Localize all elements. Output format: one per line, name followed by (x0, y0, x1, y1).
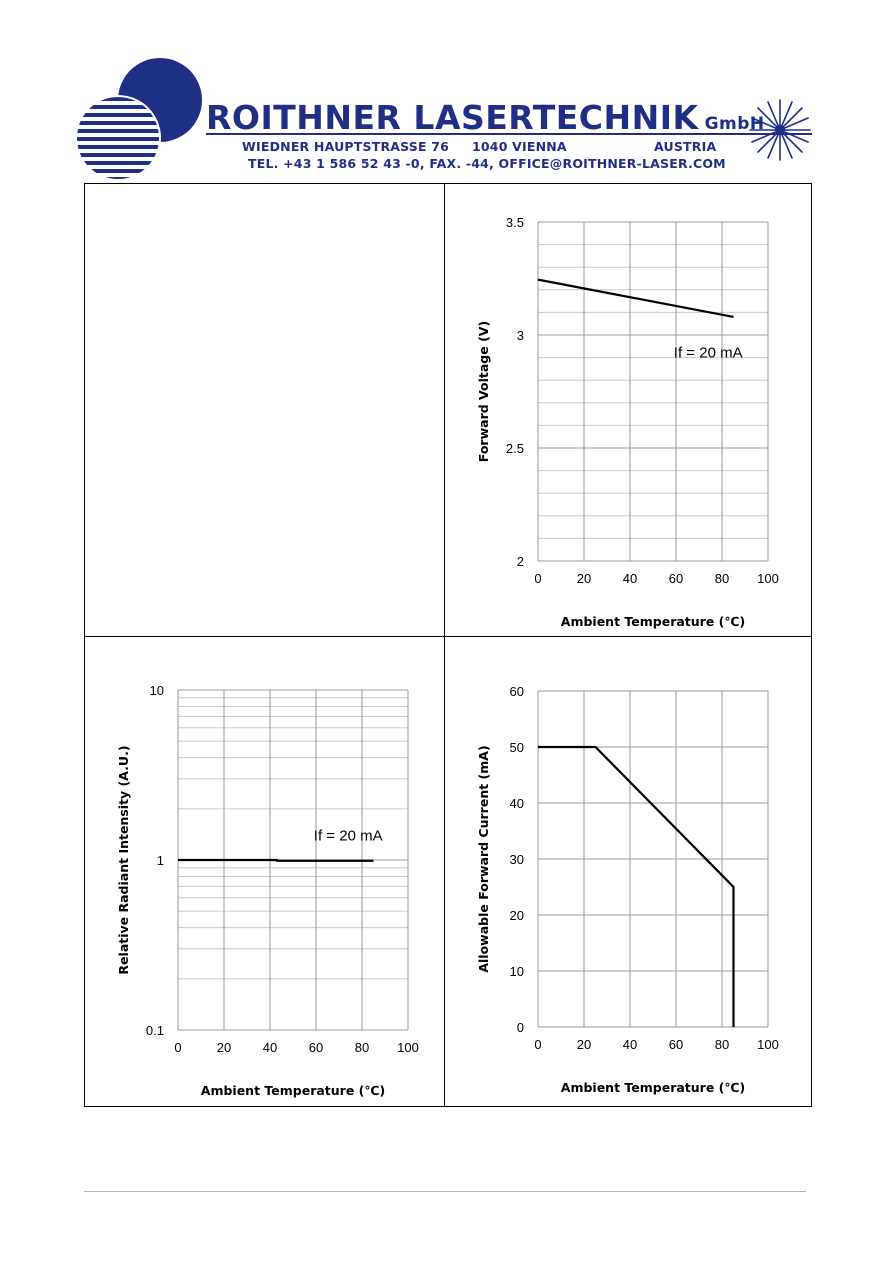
address-city: 1040 VIENNA (472, 139, 567, 154)
contact-line: TEL. +43 1 586 52 43 -0, FAX. -44, OFFIC… (248, 156, 726, 171)
company-logo-icon (76, 58, 202, 181)
address-country: AUSTRIA (654, 139, 717, 154)
panel-divider-horizontal (84, 636, 812, 637)
footer-rule (84, 1191, 806, 1192)
address-street: WIEDNER HAUPTSTRASSE 76 (242, 139, 450, 154)
company-suffix: GmbH (704, 114, 765, 134)
panel-divider-vertical (444, 183, 445, 1107)
chart-panel-frame (84, 183, 812, 1107)
laser-star-icon (749, 99, 811, 161)
company-header: ROITHNER LASERTECHNIK GmbH WIEDNER HAUPTS… (76, 56, 816, 182)
company-name: ROITHNER LASERTECHNIK GmbH (206, 98, 765, 137)
header-rule (206, 133, 812, 135)
